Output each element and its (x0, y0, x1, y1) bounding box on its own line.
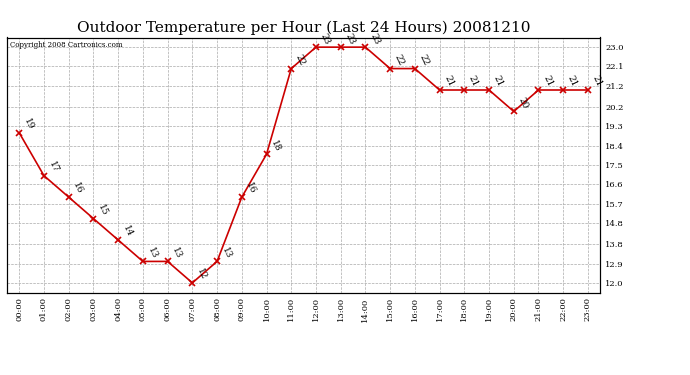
Text: 17: 17 (47, 160, 60, 174)
Title: Outdoor Temperature per Hour (Last 24 Hours) 20081210: Outdoor Temperature per Hour (Last 24 Ho… (77, 21, 531, 35)
Text: 16: 16 (72, 182, 84, 196)
Text: 13: 13 (170, 246, 184, 260)
Text: 23: 23 (344, 32, 356, 46)
Text: 21: 21 (442, 75, 455, 88)
Text: 22: 22 (417, 53, 431, 67)
Text: 19: 19 (22, 117, 35, 132)
Text: 22: 22 (393, 53, 406, 67)
Text: 16: 16 (244, 182, 257, 196)
Text: 18: 18 (269, 139, 282, 153)
Text: 14: 14 (121, 224, 134, 238)
Text: 21: 21 (591, 75, 604, 88)
Text: 21: 21 (566, 75, 579, 88)
Text: 15: 15 (96, 203, 109, 217)
Text: 22: 22 (294, 53, 307, 67)
Text: 12: 12 (195, 267, 208, 282)
Text: 20: 20 (517, 96, 529, 110)
Text: 21: 21 (467, 75, 480, 88)
Text: 13: 13 (146, 246, 159, 260)
Text: 23: 23 (319, 32, 332, 46)
Text: 23: 23 (368, 32, 381, 46)
Text: 13: 13 (220, 246, 233, 260)
Text: Copyright 2008 Cartronics.com: Copyright 2008 Cartronics.com (10, 41, 123, 50)
Text: 21: 21 (541, 75, 554, 88)
Text: 21: 21 (492, 75, 505, 88)
